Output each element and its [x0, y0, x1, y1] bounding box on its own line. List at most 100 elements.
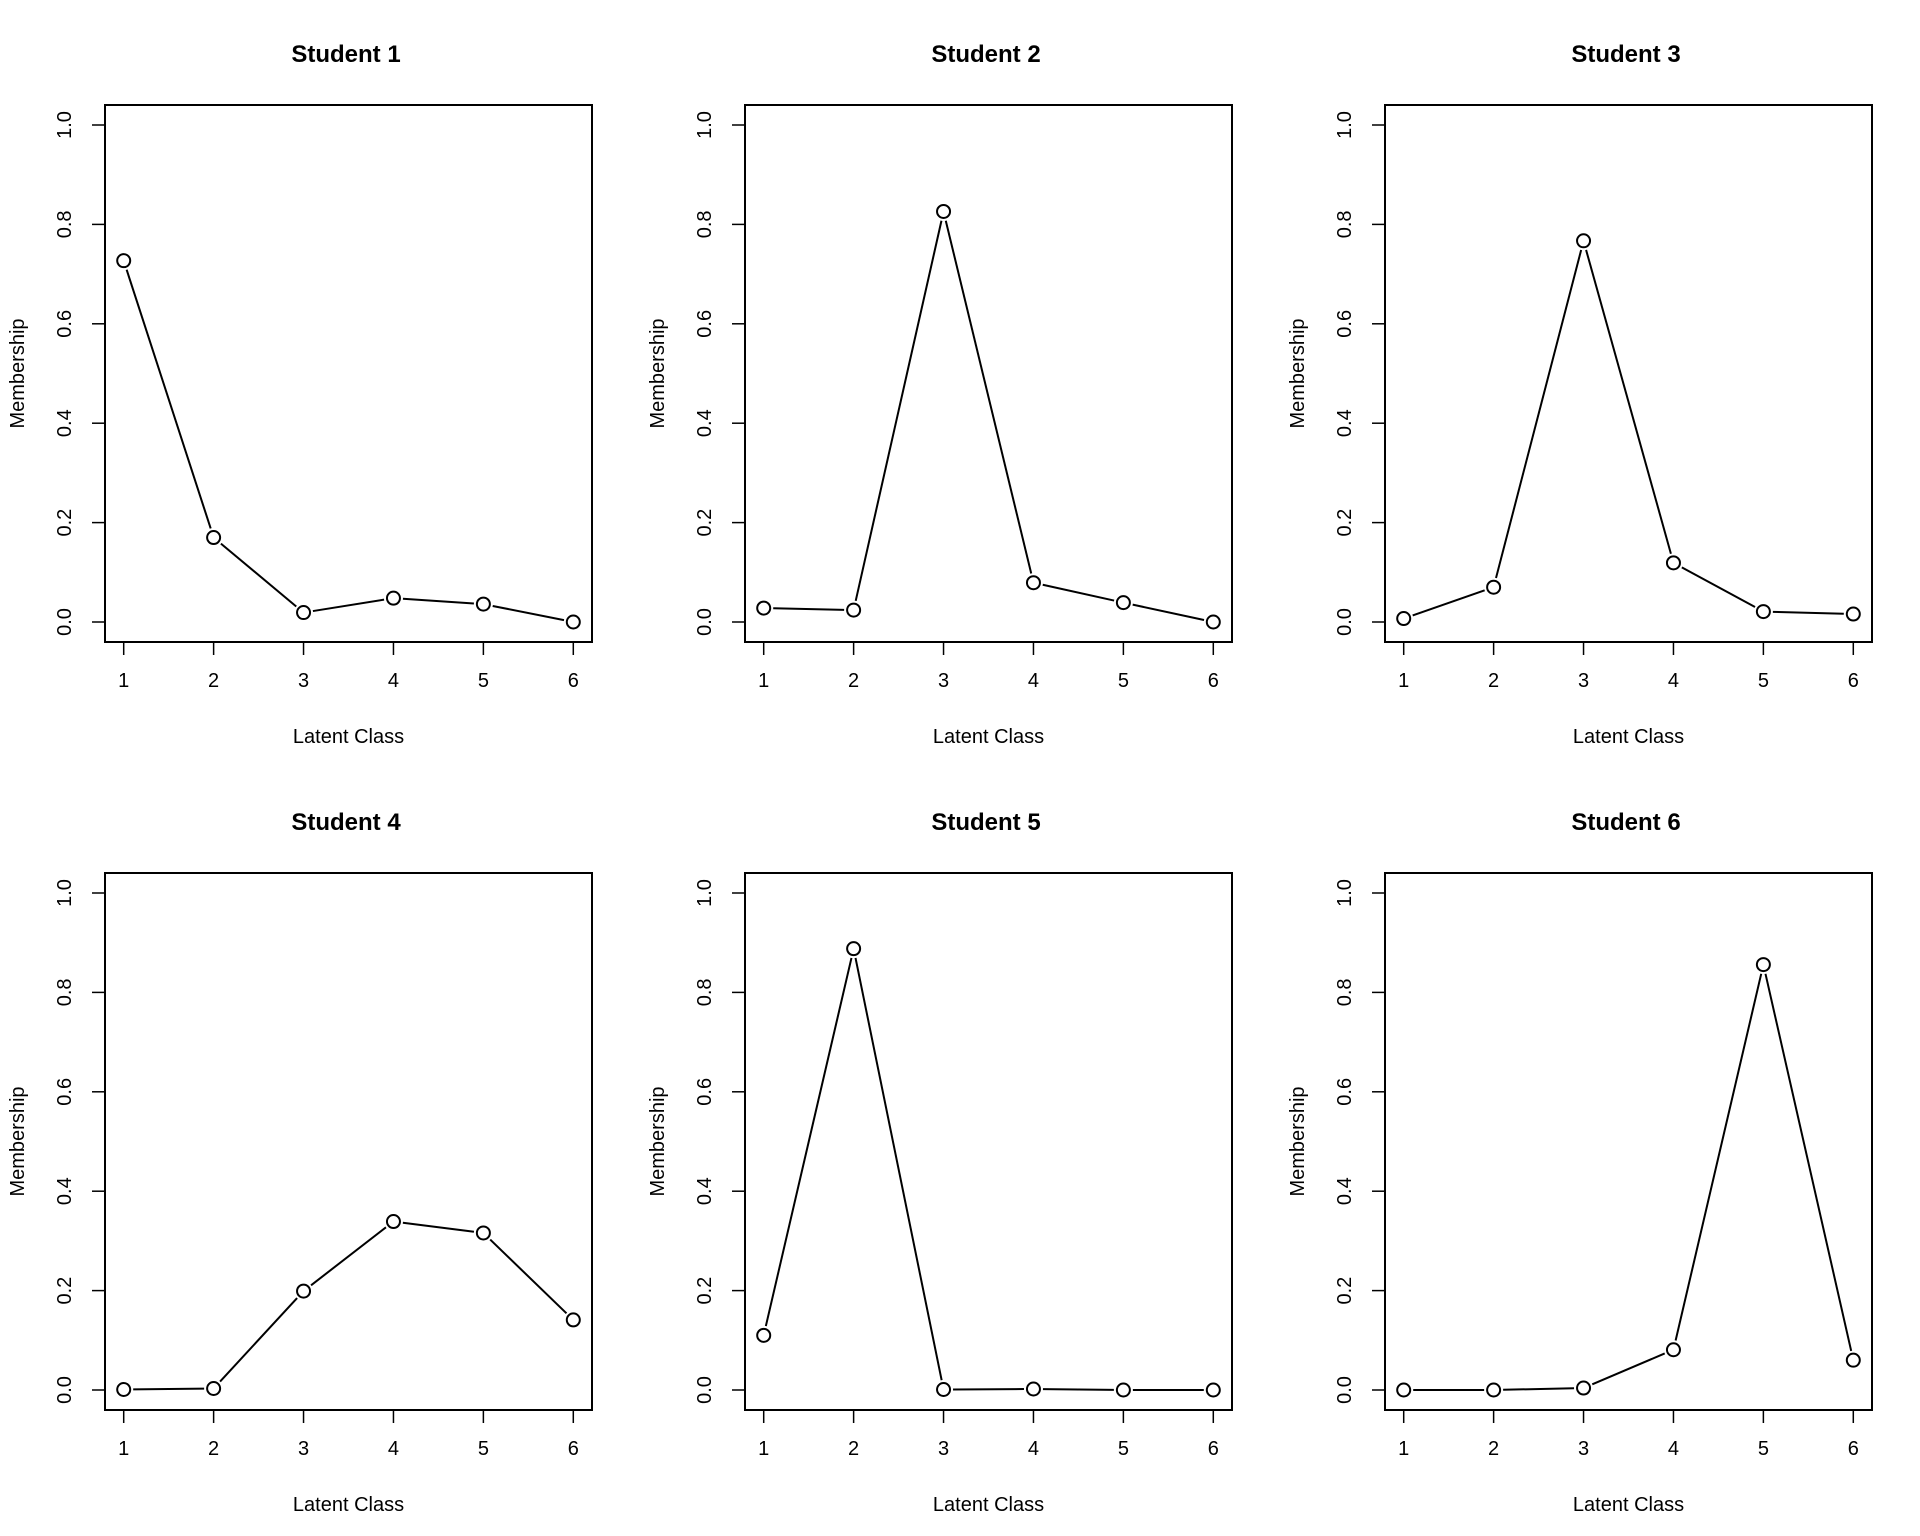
series-line-segment [764, 957, 853, 1327]
y-axis-label: Membership [1287, 318, 1309, 428]
series-line-segment [220, 542, 297, 608]
x-tick-label: 2 [208, 1438, 219, 1460]
chart-panel-6: Student 6 1 2 3 4 5 6 0.0 0.2 0.4 0.6 0.8 1.0 Latent … [1287, 809, 1873, 1516]
x-tick-label: 3 [938, 1438, 949, 1460]
y-tick-label: 0.2 [1334, 1277, 1356, 1305]
data-point [475, 596, 491, 612]
series-line-segment [1132, 603, 1205, 621]
plot-frame [744, 872, 1233, 1411]
chart-title: Student 1 [291, 41, 400, 68]
y-tick-label: 0.2 [1334, 509, 1356, 537]
series-line-segment [1412, 589, 1485, 617]
y-tick-label: 0.2 [54, 1277, 76, 1305]
data-point [1665, 555, 1681, 571]
y-tick-label: 0.6 [694, 1078, 716, 1106]
x-axis-label: Latent Class [933, 1494, 1044, 1516]
data-point [565, 614, 581, 630]
plot-frame [1384, 104, 1873, 643]
data-point [1576, 1380, 1592, 1396]
data-point [1025, 575, 1041, 591]
y-tick-label: 1.0 [54, 879, 76, 907]
series-line-segment [854, 957, 943, 1381]
chart-panel-4: Student 4 1 2 3 4 5 6 0.0 0.2 0.4 0.6 0.8 1.0 Latent … [7, 809, 593, 1516]
series-line-segment [1042, 1388, 1114, 1391]
y-tick-label: 0.2 [54, 509, 76, 537]
plot-frame [104, 104, 593, 643]
x-tick-label: 3 [1578, 670, 1589, 692]
plot-frame [1384, 872, 1873, 1411]
y-tick-label: 0.6 [54, 1078, 76, 1106]
y-tick-label: 0.8 [694, 210, 716, 238]
series-line-segment [854, 220, 943, 602]
x-tick-label: 4 [388, 670, 399, 692]
x-tick-label: 1 [758, 1438, 769, 1460]
data-point [385, 1214, 401, 1230]
data-point [1845, 1352, 1861, 1368]
data-point [1576, 233, 1592, 249]
series-line-segment [1772, 610, 1844, 615]
data-point [1845, 606, 1861, 622]
x-tick-label: 1 [758, 670, 769, 692]
series-line-segment [402, 1221, 475, 1233]
y-tick-label: 1.0 [54, 111, 76, 139]
series-line-segment [1764, 973, 1853, 1352]
chart-panel-5: Student 5 1 2 3 4 5 6 0.0 0.2 0.4 0.6 0.8 1.0 Latent … [647, 809, 1233, 1516]
data-point [1396, 611, 1412, 627]
y-tick-label: 1.0 [1334, 111, 1356, 139]
x-tick-label: 5 [1758, 1438, 1769, 1460]
data-point [756, 600, 772, 616]
x-tick-label: 3 [298, 1438, 309, 1460]
y-tick-label: 0.4 [1334, 409, 1356, 437]
x-tick-label: 4 [1028, 1438, 1039, 1460]
data-point [1396, 1382, 1412, 1398]
y-tick-label: 1.0 [1334, 879, 1356, 907]
y-tick-label: 0.6 [694, 310, 716, 338]
x-tick-label: 6 [1208, 1438, 1219, 1460]
x-axis-label: Latent Class [293, 726, 404, 748]
x-axis-label: Latent Class [293, 1494, 404, 1516]
series-line-segment [402, 597, 474, 605]
series-line-segment [125, 269, 212, 529]
x-tick-label: 3 [1578, 1438, 1589, 1460]
x-tick-label: 4 [1028, 670, 1039, 692]
y-tick-label: 0.4 [54, 409, 76, 437]
data-point [206, 1381, 222, 1397]
x-tick-label: 5 [1758, 670, 1769, 692]
y-tick-label: 0.0 [54, 608, 76, 636]
x-tick-label: 1 [118, 670, 129, 692]
y-tick-label: 0.8 [54, 978, 76, 1006]
series-line-segment [1585, 249, 1672, 554]
chart-panel-1: Student 1 1 2 3 4 5 6 0.0 0.2 0.4 0.6 0.8 1.0 Latent … [7, 41, 593, 748]
x-axis-label: Latent Class [1573, 726, 1684, 748]
y-tick-label: 0.2 [694, 1277, 716, 1305]
x-tick-label: 2 [1488, 1438, 1499, 1460]
series-line-segment [1503, 1387, 1575, 1391]
series-line-segment [1591, 1352, 1666, 1386]
series-line-segment [944, 220, 1033, 574]
x-tick-label: 4 [388, 1438, 399, 1460]
y-tick-label: 1.0 [694, 111, 716, 139]
data-point [1755, 604, 1771, 620]
x-tick-label: 5 [478, 670, 489, 692]
x-tick-label: 4 [1668, 670, 1679, 692]
series-line-segment [492, 604, 565, 622]
x-tick-label: 6 [1848, 1438, 1859, 1460]
chart-title: Student 3 [1571, 41, 1680, 68]
chart-panel-3: Student 3 1 2 3 4 5 6 0.0 0.2 0.4 0.6 0.8 1.0 Latent … [1287, 41, 1873, 748]
y-tick-label: 0.6 [1334, 1078, 1356, 1106]
data-point [1486, 579, 1502, 595]
y-tick-label: 0.8 [54, 210, 76, 238]
x-tick-label: 4 [1668, 1438, 1679, 1460]
data-point [846, 602, 862, 618]
x-tick-label: 1 [1398, 1438, 1409, 1460]
x-tick-label: 3 [938, 670, 949, 692]
data-point [1755, 957, 1771, 973]
x-axis-label: Latent Class [1573, 1494, 1684, 1516]
x-tick-label: 2 [208, 670, 219, 692]
y-axis-label: Membership [647, 318, 669, 428]
data-point [475, 1225, 491, 1241]
series-line-segment [1681, 566, 1756, 608]
data-point [1205, 1382, 1221, 1398]
x-tick-label: 5 [1118, 1438, 1129, 1460]
